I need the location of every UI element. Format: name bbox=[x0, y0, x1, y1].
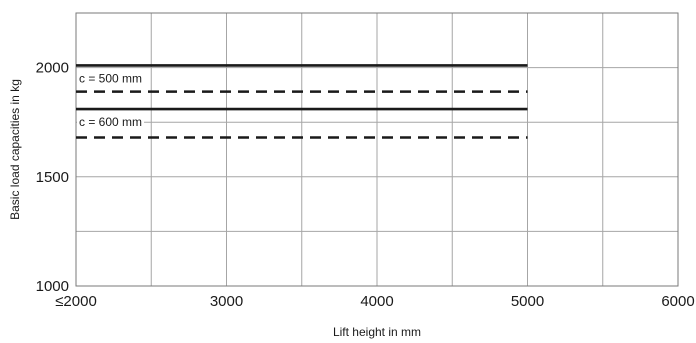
x-tick-label: 4000 bbox=[360, 293, 393, 310]
annotation-layer: c = 500 mm c = 600 mm bbox=[77, 70, 145, 131]
annotation-label-1: c = 500 mm bbox=[79, 72, 142, 86]
x-tick-labels: ≤2000 3000 4000 5000 6000 bbox=[55, 293, 694, 310]
x-tick-label: 6000 bbox=[661, 293, 694, 310]
annotation-label-2: c = 600 mm bbox=[79, 115, 142, 129]
plot-frame bbox=[75, 12, 679, 287]
plot-border bbox=[75, 12, 679, 287]
y-tick-labels: 1000 1500 2000 bbox=[36, 60, 69, 295]
x-tick-label: 3000 bbox=[210, 293, 243, 310]
series-layer bbox=[76, 64, 528, 139]
x-tick-label: ≤2000 bbox=[55, 293, 97, 310]
x-axis-label: Lift height in mm bbox=[333, 325, 421, 339]
x-tick-label: 5000 bbox=[511, 293, 544, 310]
y-axis-label: Basic load capacities in kg bbox=[8, 79, 22, 220]
y-tick-label: 1000 bbox=[36, 278, 69, 295]
y-tick-label: 1500 bbox=[36, 169, 69, 186]
grid bbox=[75, 12, 679, 287]
y-tick-label: 2000 bbox=[36, 60, 69, 77]
annotation-background bbox=[77, 114, 145, 131]
annotation-background bbox=[77, 70, 145, 87]
